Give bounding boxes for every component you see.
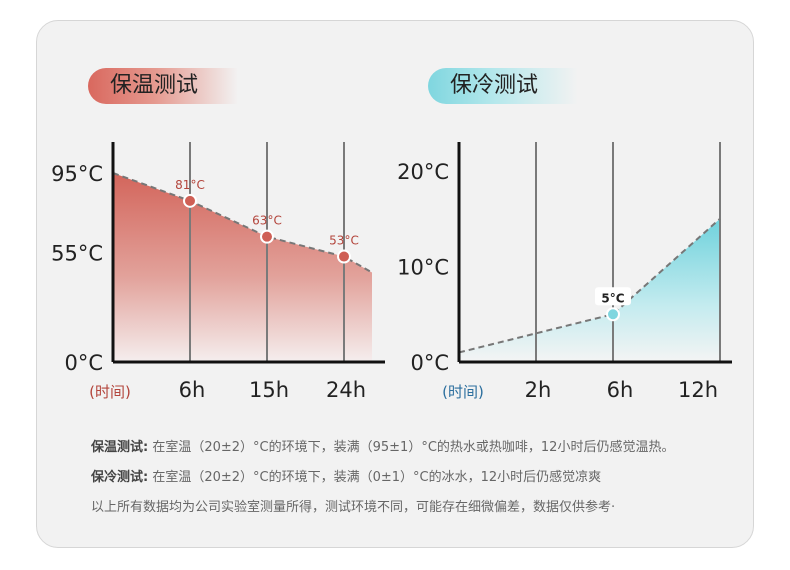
warm-data-point bbox=[183, 193, 197, 208]
warm-series-line bbox=[112, 172, 373, 274]
test-notes: 保温测试: 在室温（20±2）°C的环境下，装满（95±1）°C的热水或热咖啡，… bbox=[91, 436, 674, 526]
cool-note-text: 在室温（20±2）°C的环境下，装满（0±1）°C的冰水，12小时后仍感觉凉爽 bbox=[152, 470, 602, 485]
warm-x-tick-label: 6h bbox=[179, 378, 206, 402]
warm-y-tick-label: 55°C bbox=[51, 242, 103, 266]
cool-data-label-bg bbox=[595, 287, 631, 306]
warm-test-title: 保温测试 bbox=[88, 68, 238, 104]
warm-y-tick-label: 95°C bbox=[51, 162, 103, 186]
disclaimer-note: 以上所有数据均为公司实验室测量所得，测试环境不同，可能存在细微偏差，数据仅供参考… bbox=[91, 500, 616, 515]
warm-x-tick-label: (时间) bbox=[89, 383, 131, 401]
warm-y-tick-label: 0°C bbox=[64, 351, 103, 375]
warm-x-tick-label: 24h bbox=[326, 378, 366, 402]
cool-y-tick-label: 20°C bbox=[397, 160, 449, 184]
warm-note: 保温测试: 在室温（20±2）°C的环境下，装满（95±1）°C的热水或热咖啡，… bbox=[91, 436, 674, 455]
cool-y-tick-label: 0°C bbox=[410, 351, 449, 375]
cool-x-tick-label: 12h bbox=[678, 378, 718, 402]
warm-data-label: 53°C bbox=[329, 234, 359, 248]
cool-data-point bbox=[606, 307, 620, 322]
warm-data-label: 63°C bbox=[252, 214, 282, 228]
warm-area-fill bbox=[113, 173, 372, 362]
cool-y-tick-label: 10°C bbox=[397, 256, 449, 280]
cool-area-fill bbox=[459, 218, 720, 362]
cool-x-tick-label: 6h bbox=[607, 378, 634, 402]
cool-note-label: 保冷测试: bbox=[91, 470, 149, 485]
cool-note: 保冷测试: 在室温（20±2）°C的环境下，装满（0±1）°C的冰水，12小时后… bbox=[91, 466, 674, 485]
warm-x-tick-label: 15h bbox=[249, 378, 289, 402]
cool-x-tick-label: 2h bbox=[525, 378, 552, 402]
warm-note-label: 保温测试: bbox=[91, 440, 149, 455]
warm-data-label: 81°C bbox=[175, 178, 205, 192]
cool-data-label: 5°C bbox=[601, 291, 624, 305]
warm-note-text: 在室温（20±2）°C的环境下，装满（95±1）°C的热水或热咖啡，12小时后仍… bbox=[152, 440, 675, 455]
cool-series-line bbox=[458, 218, 721, 354]
warm-data-point bbox=[260, 229, 274, 244]
warm-data-point bbox=[337, 249, 351, 264]
cool-x-tick-label: (时间) bbox=[442, 383, 484, 401]
cool-test-title: 保冷测试 bbox=[428, 68, 578, 104]
